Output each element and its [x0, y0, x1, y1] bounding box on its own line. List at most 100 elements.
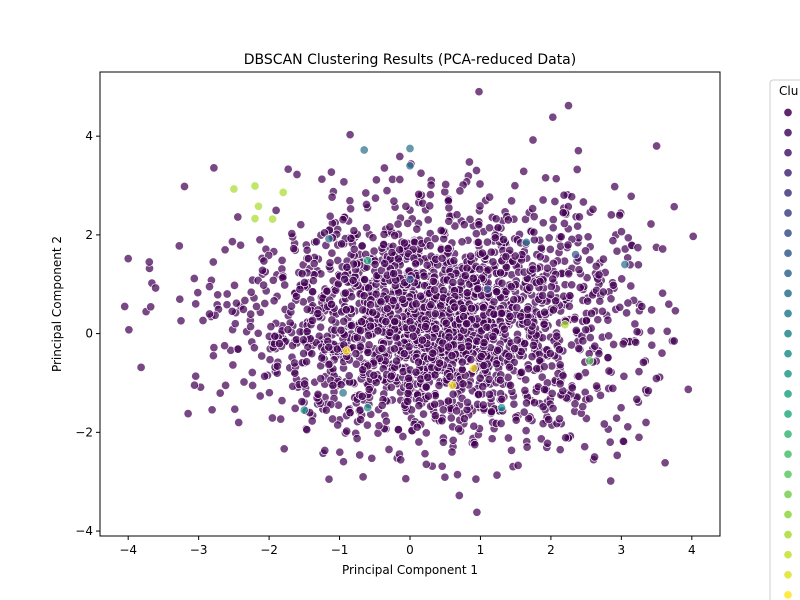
data-point	[295, 284, 305, 294]
data-point	[384, 444, 394, 455]
data-point	[574, 212, 584, 222]
data-point	[335, 447, 345, 457]
data-point	[507, 196, 517, 206]
data-point	[492, 470, 502, 480]
data-point	[355, 405, 365, 415]
data-point-highlight	[253, 201, 264, 211]
data-point	[362, 223, 372, 233]
data-point	[578, 336, 588, 346]
data-point	[513, 460, 523, 470]
data-point	[450, 221, 460, 231]
data-point	[234, 417, 244, 428]
data-point	[683, 384, 693, 394]
data-point	[555, 445, 565, 455]
data-point	[428, 348, 438, 358]
data-point	[373, 326, 383, 336]
data-point	[444, 216, 454, 226]
data-point	[298, 335, 308, 345]
data-point	[324, 359, 334, 370]
data-point	[388, 296, 398, 306]
data-point	[623, 298, 633, 308]
x-tick-label: 1	[477, 543, 485, 557]
data-point	[506, 445, 517, 455]
data-point	[151, 283, 161, 293]
data-point	[454, 490, 464, 501]
y-tick-label: −2	[75, 425, 93, 439]
data-point-highlight	[268, 214, 278, 224]
data-point	[547, 388, 557, 399]
y-axis: −4 −2 0 2 4	[75, 129, 100, 538]
data-point	[647, 340, 657, 350]
data-point	[431, 324, 441, 334]
data-point	[632, 394, 642, 404]
data-point	[612, 450, 622, 460]
data-point	[575, 282, 585, 293]
data-point	[632, 327, 642, 337]
data-point	[573, 221, 583, 231]
legend-marker	[783, 248, 793, 258]
data-point	[457, 365, 467, 375]
data-point	[348, 275, 358, 285]
data-point	[519, 166, 529, 176]
data-point	[393, 254, 403, 264]
data-point	[407, 323, 417, 333]
data-point	[477, 248, 487, 258]
data-point	[483, 265, 493, 275]
data-point	[448, 435, 458, 445]
data-point	[357, 317, 367, 327]
data-point	[584, 394, 595, 404]
data-point	[563, 240, 573, 250]
data-point	[418, 409, 429, 419]
data-point	[492, 287, 502, 297]
data-point	[612, 413, 622, 423]
data-point	[380, 258, 390, 269]
data-point	[389, 269, 399, 279]
legend-marker	[783, 148, 793, 158]
chart-title: DBSCAN Clustering Results (PCA-reduced D…	[244, 52, 576, 68]
data-point	[387, 248, 397, 258]
data-point	[425, 190, 435, 200]
data-point	[608, 280, 618, 290]
data-point	[547, 361, 557, 371]
data-point	[574, 371, 584, 381]
data-point	[299, 277, 310, 288]
data-point	[521, 426, 531, 436]
data-point	[337, 239, 347, 249]
legend-marker	[783, 469, 793, 479]
data-point	[324, 474, 334, 484]
data-point	[357, 391, 367, 401]
data-point	[144, 257, 154, 267]
data-point	[257, 265, 268, 275]
data-point	[227, 237, 237, 247]
data-point	[425, 241, 435, 251]
data-point	[443, 396, 453, 406]
data-point	[658, 244, 668, 254]
data-point	[233, 344, 243, 354]
data-point	[459, 220, 469, 230]
data-point	[259, 280, 269, 290]
data-point	[548, 215, 558, 225]
data-point	[497, 394, 507, 404]
data-point	[548, 112, 558, 122]
data-point	[396, 455, 406, 465]
data-point	[309, 259, 319, 269]
legend-marker	[783, 389, 793, 399]
x-tick-label: −1	[331, 543, 349, 557]
data-point	[540, 307, 550, 317]
data-point	[469, 421, 479, 431]
data-point	[430, 285, 440, 295]
legend-marker	[783, 107, 793, 118]
data-point	[478, 382, 488, 392]
data-point	[497, 278, 507, 288]
data-point	[189, 273, 199, 284]
data-point	[609, 339, 619, 350]
legend-marker	[783, 128, 793, 138]
data-point	[623, 233, 633, 243]
legend-marker	[783, 530, 793, 540]
data-point	[457, 342, 467, 353]
data-point	[399, 238, 409, 248]
data-point	[538, 195, 548, 205]
data-point	[398, 431, 408, 442]
data-point	[296, 220, 306, 230]
data-point	[510, 181, 520, 191]
